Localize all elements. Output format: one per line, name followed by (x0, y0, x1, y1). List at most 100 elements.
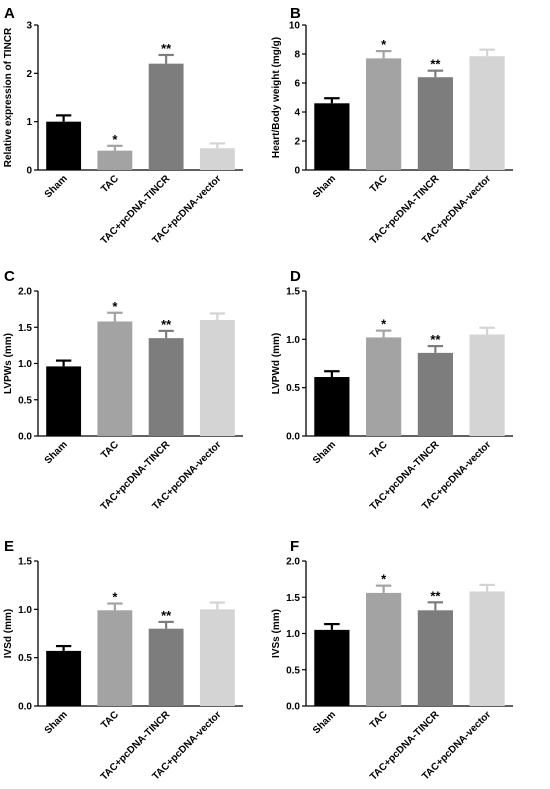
error-bar (55, 359, 72, 367)
y-tick-label: 1.5 (286, 593, 300, 604)
x-category-label: TAC (99, 439, 121, 461)
y-tick-label: 2 (294, 137, 300, 148)
bar-4 (469, 334, 505, 436)
bar-1 (314, 377, 350, 436)
y-tick-label: 1.5 (18, 323, 32, 334)
y-tick-label: 1.0 (286, 335, 300, 346)
panel-letter: A (4, 5, 15, 22)
y-tick-label: 0.0 (18, 702, 32, 713)
error-bar (55, 114, 72, 122)
error-bar (324, 370, 340, 378)
error-bar (375, 329, 392, 338)
error-bar (427, 601, 444, 611)
y-tick-label: 0 (26, 166, 32, 177)
bar-4 (469, 591, 505, 706)
y-tick-label: 1 (26, 117, 32, 128)
significance-marker: * (112, 590, 118, 605)
y-tick-label: 0.0 (286, 432, 300, 443)
bar-3 (148, 628, 184, 706)
error-bar (375, 584, 392, 593)
significance-marker: ** (161, 41, 172, 56)
bar-1 (46, 650, 82, 706)
significance-marker: ** (430, 332, 441, 347)
y-tick-label: 1.5 (18, 557, 32, 568)
x-category-label: Sham (311, 709, 338, 736)
y-tick-label: 1.0 (18, 605, 32, 616)
bar-4 (199, 609, 235, 706)
error-bar (107, 311, 123, 322)
bar-3 (148, 63, 184, 170)
bar-1 (314, 629, 350, 706)
significance-marker: ** (430, 588, 441, 603)
y-tick-label: 3 (26, 21, 32, 32)
y-axis-title: LVPWd (mm) (271, 333, 282, 394)
error-bar (324, 622, 340, 630)
bar-1 (314, 103, 350, 170)
panel-letter: C (4, 268, 15, 285)
x-category-label: Sham (311, 173, 338, 200)
bar-4 (199, 148, 235, 170)
error-bar (107, 602, 123, 611)
y-tick-label: 4 (294, 108, 300, 119)
panel-a: A 0 1 2 3 Relative expression of TINCR Sham * TA… (3, 5, 243, 247)
y-tick-label: 2.0 (18, 287, 32, 298)
error-bar (158, 329, 174, 339)
y-tick-label: 8 (294, 50, 300, 61)
significance-marker: ** (161, 608, 172, 623)
x-category-label: Sham (43, 439, 70, 466)
bar-4 (199, 320, 235, 436)
error-bar (107, 144, 123, 151)
error-bar (209, 601, 226, 610)
error-bar (479, 326, 495, 335)
significance-marker: * (381, 317, 387, 332)
bar-1 (46, 366, 82, 436)
x-category-label: TAC (368, 709, 390, 731)
significance-marker: * (112, 299, 118, 314)
error-bar (479, 583, 495, 592)
bar-3 (417, 352, 453, 436)
error-bar (324, 97, 340, 104)
x-category-label: TAC (368, 439, 390, 461)
y-tick-label: 6 (294, 79, 300, 90)
error-bar (158, 620, 174, 629)
panel-letter: B (290, 5, 301, 22)
panel-letter: E (4, 538, 14, 555)
y-tick-label: 1.0 (18, 359, 32, 370)
y-tick-label: 0.0 (286, 702, 300, 713)
y-axis-title: IVSd (mm) (3, 609, 14, 658)
y-tick-label: 2 (26, 69, 32, 80)
x-category-label: Sham (43, 709, 70, 736)
bar-2 (366, 337, 402, 436)
panel-letter: F (290, 538, 299, 555)
y-axis-title: Relative expression of TINCR (3, 27, 14, 167)
y-tick-label: 1.5 (286, 287, 300, 298)
bar-4 (469, 56, 505, 170)
significance-marker: * (112, 132, 118, 147)
error-bar (209, 142, 226, 149)
bar-1 (46, 121, 82, 170)
bar-2 (366, 58, 402, 170)
bar-2 (97, 150, 133, 170)
error-bar (209, 312, 226, 320)
y-tick-label: 0.5 (18, 653, 32, 664)
significance-marker: ** (430, 57, 441, 72)
x-category-label: TAC (99, 173, 121, 195)
error-bar (375, 49, 392, 59)
y-tick-label: 0.5 (286, 665, 300, 676)
x-category-label: TAC (99, 709, 121, 731)
y-tick-label: 0.0 (18, 432, 32, 443)
bar-2 (366, 592, 402, 706)
bar-2 (97, 321, 133, 436)
bar-2 (97, 610, 133, 706)
y-axis-title: Heart/Body weight (mg/g) (271, 37, 282, 158)
significance-marker: * (381, 37, 387, 52)
y-tick-label: 0.5 (18, 395, 32, 406)
x-category-label: Sham (311, 439, 338, 466)
panel-b: B 0 2 4 6 8 10 Heart/Body weight (mg/g) Sham * TAC… (271, 5, 513, 247)
error-bar (55, 644, 72, 651)
